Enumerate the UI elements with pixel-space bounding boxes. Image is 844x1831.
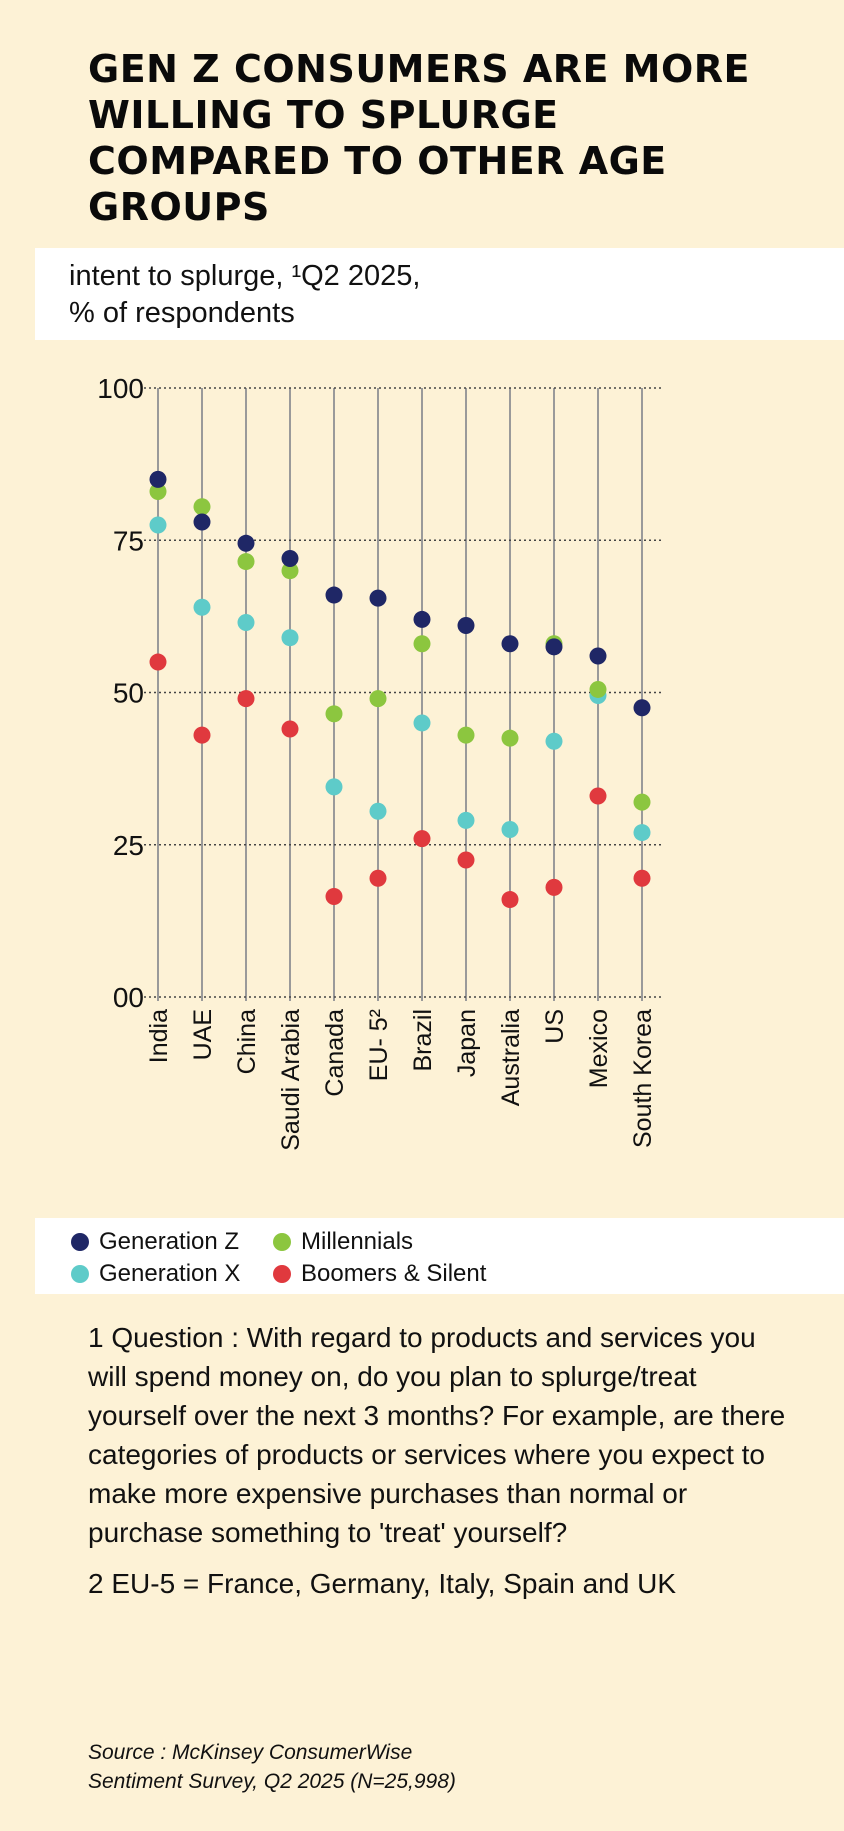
data-point	[413, 830, 431, 848]
x-tick-label: EU- 5²	[365, 1009, 393, 1081]
data-point	[149, 483, 167, 501]
legend-dot-icon	[71, 1233, 89, 1251]
y-tick-label: 25	[113, 830, 144, 861]
data-point	[633, 824, 651, 842]
x-tick-label: Australia	[497, 1009, 525, 1106]
x-tick-label: India	[145, 1009, 173, 1063]
x-tick-label: China	[233, 1009, 261, 1074]
legend-label: Generation Z	[99, 1228, 240, 1255]
chart-title: GEN Z CONSUMERS ARE MORE WILLING TO SPLU…	[88, 47, 751, 229]
data-point	[501, 821, 519, 839]
legend-label: Millennials	[301, 1228, 414, 1255]
legend-label: Generation X	[99, 1260, 241, 1287]
y-tick-label: 50	[113, 678, 144, 709]
data-point	[589, 787, 607, 805]
legend-dot-icon	[273, 1233, 291, 1251]
data-point	[413, 635, 431, 653]
y-tick-label: 00	[113, 982, 144, 1013]
data-point	[633, 869, 651, 887]
data-point	[369, 589, 387, 607]
legend-dot-icon	[71, 1265, 89, 1283]
data-point	[149, 653, 167, 671]
data-point	[281, 550, 299, 568]
x-tick-label: South Korea	[629, 1009, 657, 1148]
x-tick-label: Japan	[453, 1009, 481, 1077]
data-point	[501, 891, 519, 909]
data-point	[413, 714, 431, 732]
legend-item-boomers-silent: Boomers & Silent	[273, 1260, 486, 1288]
x-tick-label: Mexico	[585, 1009, 613, 1088]
x-tick-label: Saudi Arabia	[277, 1009, 305, 1151]
legend-item-generation-x: Generation X	[71, 1260, 240, 1288]
footnote-2: 2 EU-5 = France, Germany, Italy, Spain a…	[88, 1568, 676, 1599]
chart-subtitle: intent to splurge, ¹Q2 2025, % of respon…	[69, 258, 829, 332]
x-tick-label: Canada	[321, 1009, 349, 1097]
data-point	[325, 705, 343, 723]
data-point	[369, 802, 387, 820]
data-point	[589, 647, 607, 665]
data-point	[457, 617, 475, 635]
data-point	[193, 598, 211, 616]
footnote-1: 1 Question : With regard to products and…	[88, 1322, 786, 1548]
data-point	[237, 553, 255, 571]
data-point	[457, 851, 475, 869]
source-line-2: Sentiment Survey, Q2 2025 (N=25,998)	[88, 1770, 456, 1793]
data-point	[369, 690, 387, 708]
subtitle-line-2: % of respondents	[69, 297, 295, 329]
data-point	[237, 690, 255, 708]
legend-item-millennials: Millennials	[273, 1228, 413, 1256]
data-point	[281, 562, 299, 580]
data-point	[149, 470, 167, 488]
y-tick-label: 75	[113, 525, 144, 556]
subtitle-band: intent to splurge, ¹Q2 2025, % of respon…	[35, 248, 844, 340]
legend: Generation Z Millennials Generation X Bo…	[35, 1218, 844, 1294]
legend-item-generation-z: Generation Z	[71, 1228, 239, 1256]
data-point	[237, 613, 255, 631]
legend-label: Boomers & Silent	[301, 1260, 487, 1287]
data-point	[193, 498, 211, 516]
data-point	[633, 793, 651, 811]
data-point	[193, 513, 211, 531]
data-point	[193, 726, 211, 744]
data-point	[457, 726, 475, 744]
data-point	[633, 699, 651, 717]
data-point	[237, 534, 255, 552]
data-point	[501, 729, 519, 747]
x-tick-label: Brazil	[409, 1009, 437, 1072]
subtitle-line-1: intent to splurge, ¹Q2 2025,	[69, 260, 421, 292]
legend-dot-icon	[273, 1265, 291, 1283]
data-point	[413, 610, 431, 628]
data-point	[281, 720, 299, 738]
data-point	[501, 635, 519, 653]
data-point	[325, 888, 343, 906]
source-line-1: Source : McKinsey ConsumerWise	[88, 1741, 413, 1764]
data-point	[369, 869, 387, 887]
data-point	[457, 811, 475, 829]
footnotes: 1 Question : With regard to products and…	[88, 1318, 788, 1615]
data-point	[545, 638, 563, 656]
x-tick-label: UAE	[189, 1009, 217, 1060]
y-tick-label: 100	[97, 373, 144, 404]
data-point	[589, 680, 607, 698]
source-note: Source : McKinsey ConsumerWise Sentiment…	[88, 1738, 788, 1796]
data-point	[545, 732, 563, 750]
data-point	[149, 516, 167, 534]
data-point	[545, 878, 563, 896]
data-point	[281, 629, 299, 647]
x-tick-label: US	[541, 1009, 569, 1044]
data-point	[325, 586, 343, 604]
data-point	[325, 778, 343, 796]
